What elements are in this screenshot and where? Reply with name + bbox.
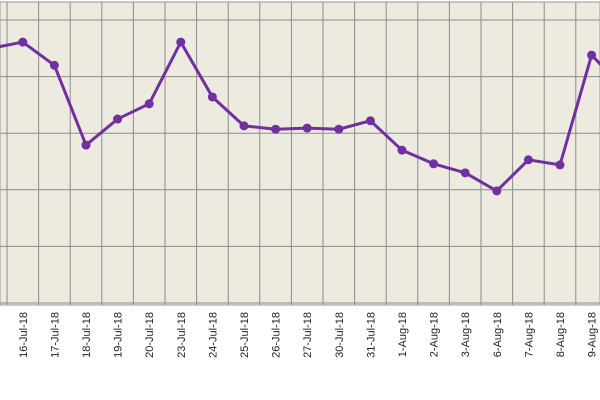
data-point	[555, 160, 565, 170]
x-tick-label: 3-Aug-18	[460, 312, 472, 357]
x-tick-label: 31-Jul-18	[365, 312, 377, 358]
x-tick-label: 18-Jul-18	[81, 312, 93, 358]
data-point	[397, 145, 407, 155]
plot-area	[0, 1, 600, 306]
data-point	[144, 99, 154, 109]
data-point	[302, 123, 312, 133]
data-point	[239, 121, 249, 131]
data-point	[492, 186, 502, 196]
data-point	[49, 60, 59, 70]
data-point	[18, 37, 28, 47]
x-tick-label: 17-Jul-18	[49, 312, 61, 358]
x-tick-label: 23-Jul-18	[176, 312, 188, 358]
x-tick-label: 26-Jul-18	[271, 312, 283, 358]
x-tick-label: 19-Jul-18	[113, 312, 125, 358]
x-tick-label: 8-Aug-18	[555, 312, 567, 357]
x-tick-label: 30-Jul-18	[334, 312, 346, 358]
data-point	[429, 159, 439, 169]
data-point	[587, 50, 597, 60]
data-point	[176, 37, 186, 47]
data-point	[207, 92, 217, 102]
x-tick-label: 9-Aug-18	[587, 312, 599, 357]
x-tick-label: 6-Aug-18	[492, 312, 504, 357]
data-point	[460, 168, 470, 178]
x-tick-label: 25-Jul-18	[239, 312, 251, 358]
x-tick-label: 16-Jul-18	[18, 312, 30, 358]
data-point	[113, 114, 123, 124]
data-point	[81, 140, 91, 150]
x-tick-label: 24-Jul-18	[207, 312, 219, 358]
data-point	[523, 155, 533, 165]
data-point	[334, 124, 344, 134]
x-tick-label: 2-Aug-18	[429, 312, 441, 357]
x-tick-label: 27-Jul-18	[302, 312, 314, 358]
x-tick-label: 1-Aug-18	[397, 312, 409, 357]
x-tick-label: 7-Aug-18	[523, 312, 535, 357]
data-point	[271, 124, 281, 134]
data-point	[365, 116, 375, 126]
x-tick-label: 20-Jul-18	[144, 312, 156, 358]
